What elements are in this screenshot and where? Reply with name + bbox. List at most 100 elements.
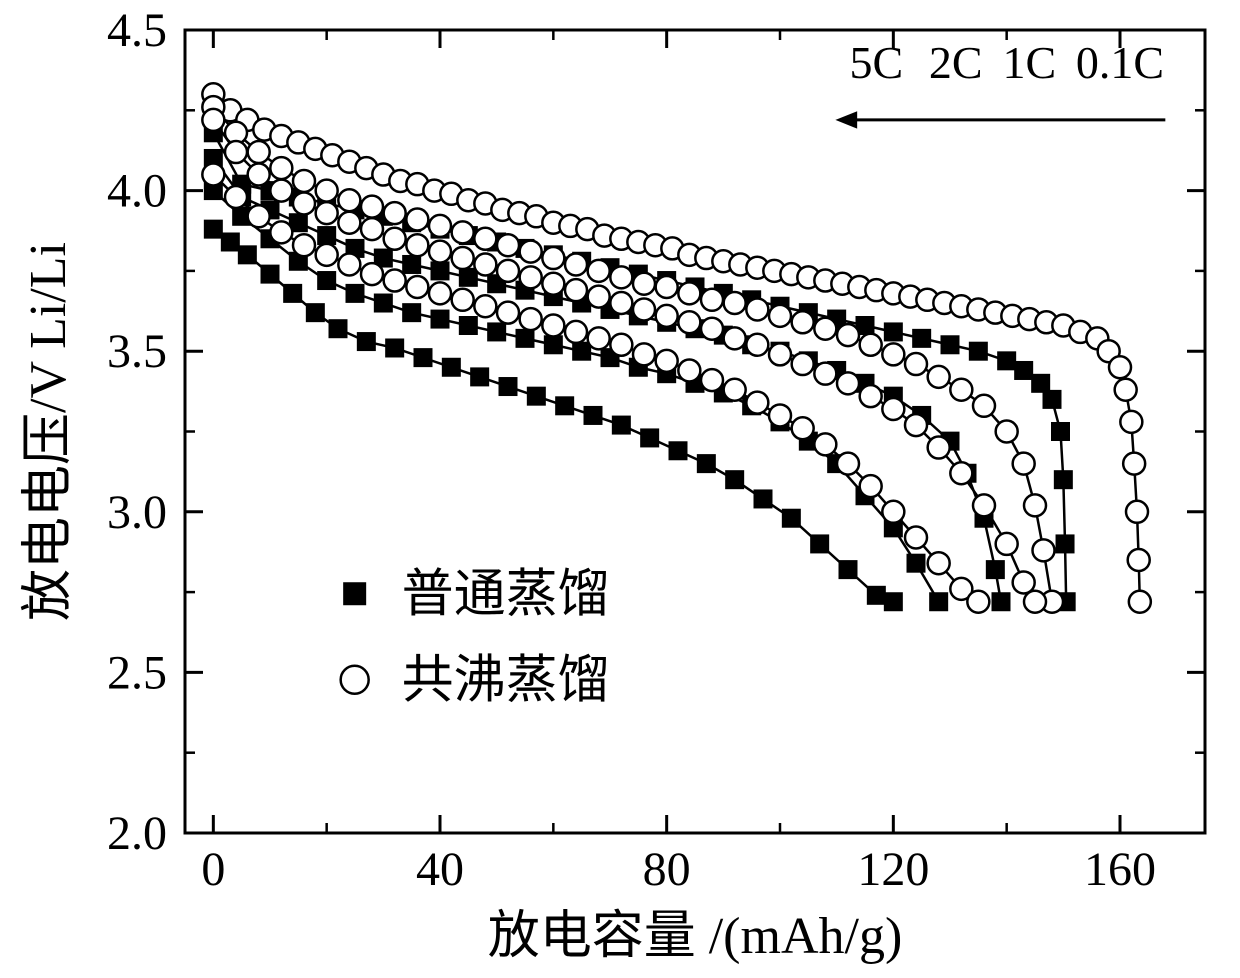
marker-circle xyxy=(769,343,791,365)
marker-circle xyxy=(701,318,723,340)
marker-square xyxy=(329,320,347,338)
marker-circle xyxy=(656,276,678,298)
marker-circle xyxy=(1123,453,1145,475)
marker-circle xyxy=(384,270,406,292)
marker-circle xyxy=(928,366,950,388)
marker-circle xyxy=(792,311,814,333)
marker-square xyxy=(1015,361,1033,379)
marker-circle xyxy=(860,475,882,497)
marker-circle xyxy=(724,379,746,401)
marker-square xyxy=(782,509,800,527)
marker-square xyxy=(1043,390,1061,408)
x-tick-label: 80 xyxy=(643,843,691,896)
marker-circle xyxy=(769,305,791,327)
marker-circle xyxy=(338,253,360,275)
chart-svg: 04080120160放电容量 /(mAh/g)2.02.53.03.54.04… xyxy=(0,0,1240,973)
marker-circle xyxy=(497,260,519,282)
marker-circle xyxy=(882,501,904,523)
marker-circle xyxy=(905,353,927,375)
marker-square xyxy=(1054,471,1072,489)
marker-square xyxy=(488,323,506,341)
y-tick-label: 2.5 xyxy=(107,646,167,699)
marker-circle xyxy=(270,157,292,179)
marker-square xyxy=(442,358,460,376)
marker-circle xyxy=(316,244,338,266)
marker-circle xyxy=(973,395,995,417)
marker-circle xyxy=(384,228,406,250)
marker-square xyxy=(941,336,959,354)
marker-circle xyxy=(225,141,247,163)
marker-square xyxy=(930,593,948,611)
marker-square xyxy=(754,490,772,508)
x-tick-label: 0 xyxy=(201,843,225,896)
marker-circle xyxy=(837,324,859,346)
marker-square xyxy=(556,397,574,415)
marker-circle xyxy=(588,286,610,308)
marker-circle xyxy=(588,260,610,282)
marker-square xyxy=(516,329,534,347)
y-tick-label: 3.0 xyxy=(107,486,167,539)
rate-label: 5C xyxy=(849,37,903,88)
marker-square xyxy=(884,323,902,341)
marker-circle xyxy=(928,552,950,574)
marker-circle xyxy=(520,308,542,330)
marker-circle xyxy=(293,170,315,192)
marker-square xyxy=(459,268,477,286)
marker-circle xyxy=(769,404,791,426)
marker-circle xyxy=(996,533,1018,555)
x-tick-label: 40 xyxy=(416,843,464,896)
marker-circle xyxy=(633,343,655,365)
marker-circle xyxy=(724,327,746,349)
marker-circle xyxy=(1115,379,1137,401)
x-axis-title: 放电容量 /(mAh/g) xyxy=(488,908,903,965)
marker-square xyxy=(913,329,931,347)
marker-square xyxy=(414,349,432,367)
x-tick-label: 120 xyxy=(857,843,929,896)
marker-square xyxy=(527,387,545,405)
marker-circle xyxy=(474,253,496,275)
marker-circle xyxy=(656,350,678,372)
marker-square xyxy=(459,317,477,335)
marker-circle xyxy=(678,282,700,304)
marker-circle xyxy=(248,164,270,186)
marker-circle xyxy=(542,273,564,295)
marker-circle xyxy=(996,421,1018,443)
marker-circle xyxy=(497,234,519,256)
marker-circle xyxy=(429,241,451,263)
marker-circle xyxy=(950,462,972,484)
marker-circle xyxy=(1120,411,1142,433)
marker-circle xyxy=(1109,356,1131,378)
marker-circle xyxy=(565,279,587,301)
marker-square xyxy=(986,561,1004,579)
marker-square xyxy=(998,352,1016,370)
marker-circle xyxy=(1024,494,1046,516)
marker-square xyxy=(238,246,256,264)
marker-square xyxy=(544,336,562,354)
marker-circle xyxy=(701,289,723,311)
y-tick-label: 4.5 xyxy=(107,4,167,57)
legend-label-circle: 共沸蒸馏 xyxy=(402,653,610,710)
marker-circle xyxy=(1129,591,1151,613)
marker-circle xyxy=(338,189,360,211)
marker-circle xyxy=(1013,453,1035,475)
y-tick-label: 4.0 xyxy=(107,165,167,218)
marker-circle xyxy=(542,315,564,337)
marker-square xyxy=(1032,374,1050,392)
marker-square xyxy=(284,284,302,302)
marker-circle xyxy=(429,215,451,237)
marker-square xyxy=(431,262,449,280)
marker-circle xyxy=(882,343,904,365)
legend-marker-circle xyxy=(341,666,369,694)
marker-circle xyxy=(361,196,383,218)
marker-circle xyxy=(746,334,768,356)
marker-square xyxy=(499,378,517,396)
marker-circle xyxy=(860,334,882,356)
rate-label: 1C xyxy=(1002,37,1056,88)
marker-square xyxy=(867,586,885,604)
marker-circle xyxy=(474,228,496,250)
marker-circle xyxy=(406,209,428,231)
marker-circle xyxy=(248,205,270,227)
marker-circle xyxy=(1033,539,1055,561)
marker-circle xyxy=(746,392,768,414)
marker-circle xyxy=(225,186,247,208)
